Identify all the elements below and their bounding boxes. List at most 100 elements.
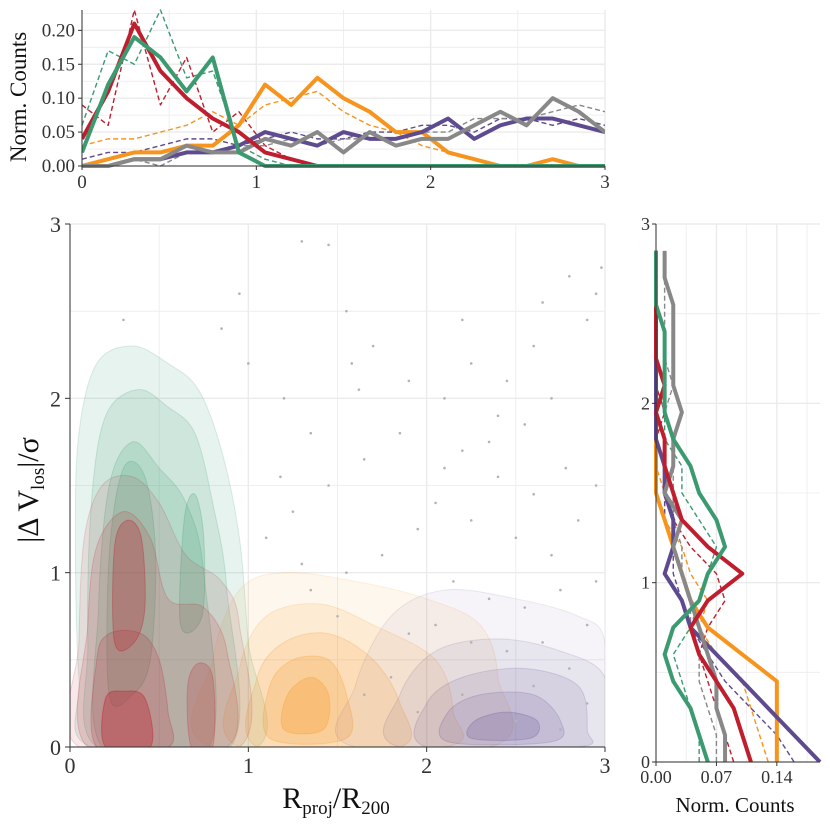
top-line-orange-dashed [82,90,605,167]
scatter-point [523,423,527,426]
scatter-point [487,597,491,601]
contour-purple-10 [334,588,605,747]
main-axes: 0 1 2 3 0 1 2 3 [50,212,611,778]
contour-group [70,345,605,747]
top-x-tick-label: 0 [77,172,87,193]
right-x-tick-label: 0.07 [701,767,733,787]
density-contours [70,345,605,747]
scatter-point [443,466,446,470]
contour-green-1 [83,389,241,747]
right-y-tick-label: 0 [641,752,650,772]
scatter-point [496,414,500,418]
scatter-point [327,484,330,487]
scatter-point [380,553,384,557]
scatter-point [371,344,375,348]
scatter-point [357,388,361,391]
scatter-point [309,431,313,435]
scatter-point [594,580,598,583]
top-line-purple-dashed [82,117,605,160]
top-line-grey-dashed [82,104,605,167]
main-y-tick-label: 2 [50,386,61,411]
main-x-tick-label: 1 [243,753,254,778]
scatter-point [585,702,589,705]
right-x-axis-title: Norm. Counts [675,793,794,817]
scatter-point [559,728,562,731]
main-x-tick-label: 3 [600,753,611,778]
scatter-point [487,440,491,444]
right-marginal-panel: 0.00 0.07 0.14 0 1 2 3 Norm. Counts [640,214,822,817]
x-title-div: /R [333,782,361,815]
contour-green-2 [92,441,217,747]
top-y-tick-label: 0.00 [42,156,75,177]
scatter-point [407,632,411,635]
main-y-tick-label: 3 [50,212,61,237]
scatter-point [452,580,455,583]
top-y-axis-title: Norm. Counts [6,32,31,162]
main-grid [69,223,606,748]
contour-purple-12 [413,667,594,747]
contour-green-3 [106,460,157,707]
main-x-axis-title: Rproj/R200 [282,782,389,819]
contour-red-18 [186,662,216,747]
scatter-point [362,458,366,461]
scatter-point [532,684,535,688]
scatter-point [550,553,553,557]
scatter-point [336,614,339,618]
contour-green-4 [179,493,206,634]
scatter-point [541,301,544,304]
contour-red-16 [76,511,239,747]
scatter-point [541,641,544,644]
scatter-point [564,466,568,470]
top-grid [81,10,606,167]
right-axes: 0.00 0.07 0.14 0 1 2 3 [640,214,820,787]
scatter-point [550,397,553,400]
scatter-point [532,492,535,496]
right-line-green [654,250,728,762]
contour-orange-5 [190,571,514,747]
scatter-point [389,675,393,679]
main-contour-panel: 0 1 2 3 0 1 2 3 Rproj/R200 |Δ Vlos|/σ [12,212,611,819]
scatter-point [407,379,411,383]
main-y-tick-label: 1 [50,561,61,586]
top-axes: 0 1 2 3 0.00 0.05 0.10 0.15 0.20 [42,10,610,193]
scatter-point [461,318,464,322]
scatter-point [279,475,282,479]
right-line-purple [654,250,822,762]
scatter-point [434,501,437,505]
scatter-point [469,641,473,644]
contour-purple-13 [438,691,565,746]
right-grid [655,223,820,763]
top-x-tick-label: 3 [600,172,610,193]
scatter-point [523,606,527,609]
scatter-point [585,623,589,627]
top-y-tick-label: 0.05 [42,122,75,143]
scatter-point [532,344,535,348]
scatter-point [434,623,437,627]
top-y-tick-label: 0.15 [42,54,75,75]
contour-orange-8 [262,655,354,745]
contour-purple-14 [466,711,541,741]
scatter-point [505,649,509,653]
scatter-point [416,710,420,714]
scatter-point [416,527,420,531]
scatter-point [345,309,348,313]
top-y-tick-label: 0.20 [42,20,75,41]
scatter-point [461,449,464,452]
contour-orange-7 [245,632,412,747]
scatter-points [122,240,603,731]
scatter-point [461,693,464,696]
scatter-point [576,519,580,522]
scatter-point [600,266,603,269]
contour-red-20 [101,690,154,747]
main-y-tick-label: 0 [50,735,61,760]
right-x-tick-label: 0.00 [640,767,672,787]
contour-red-19 [112,519,146,652]
main-x-tick-label: 2 [421,753,432,778]
scatter-point [514,536,518,540]
right-line-green-dashed [655,250,718,762]
scatter-point [300,562,304,566]
scatter-point [282,397,286,400]
scatter-point [300,240,304,243]
top-x-tick-label: 1 [252,172,262,193]
